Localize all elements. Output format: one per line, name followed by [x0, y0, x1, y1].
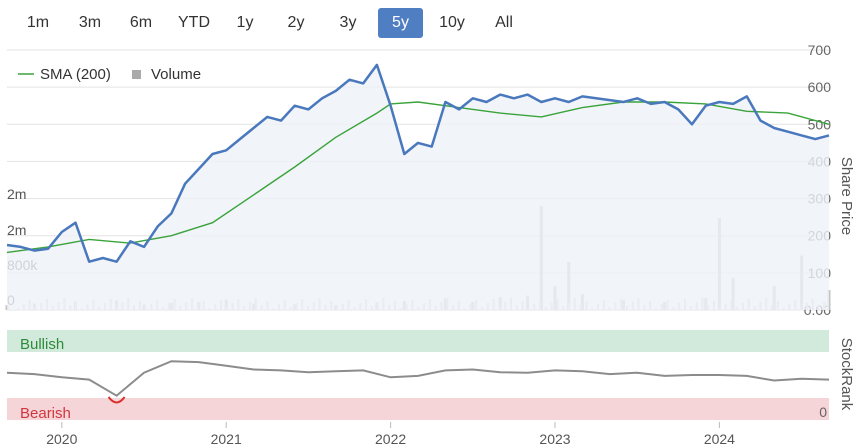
volume-legend-swatch [132, 70, 141, 79]
bearish-band [7, 398, 829, 420]
range-button-1m[interactable]: 1m [26, 14, 50, 31]
range-button-3m[interactable]: 3m [78, 14, 102, 31]
time-range-selector: 1m 3m 6m YTD 1y 2y 3y 5y 10y All [0, 0, 855, 44]
range-button-3y[interactable]: 3y [339, 14, 357, 31]
range-button-all[interactable]: All [495, 14, 513, 31]
range-button-6m[interactable]: 6m [129, 14, 153, 31]
chart-plot-layers: 7006005004003002001000.002m2m800k0Bullis… [5, 42, 832, 445]
stockrank-tick-label: 0 [819, 404, 827, 420]
volume-tick-label: 2m [7, 222, 26, 238]
chart-legend: SMA (200) Volume [18, 66, 201, 83]
range-button-1y[interactable]: 1y [236, 14, 254, 31]
share-price-axis-label: Share Price [838, 157, 855, 235]
legend-sma-label[interactable]: SMA (200) [40, 66, 111, 83]
y-tick-label: 700 [808, 42, 832, 58]
x-tick-label: 2023 [539, 431, 570, 445]
x-tick-label: 2021 [211, 431, 242, 445]
range-button-10y[interactable]: 10y [439, 14, 465, 31]
x-tick-label: 2022 [375, 431, 406, 445]
stockrank-axis-label: StockRank [838, 338, 855, 411]
price-line [6, 63, 830, 263]
bearish-label: Bearish [20, 405, 71, 422]
sma-line [6, 101, 830, 254]
x-tick-label: 2024 [704, 431, 735, 445]
range-button-2y[interactable]: 2y [287, 14, 305, 31]
y-tick-label: 600 [808, 79, 832, 95]
price-area [7, 64, 829, 311]
legend-volume-label[interactable]: Volume [151, 66, 201, 83]
bullish-band [7, 330, 829, 352]
bullish-label: Bullish [20, 336, 64, 353]
range-button-5y[interactable]: 5y [378, 8, 423, 38]
x-tick-label: 2020 [46, 431, 77, 445]
range-button-ytd[interactable]: YTD [178, 14, 210, 31]
bearish-dip-highlight [107, 396, 126, 404]
stockrank-line [6, 360, 830, 397]
volume-tick-label: 2m [7, 186, 26, 202]
